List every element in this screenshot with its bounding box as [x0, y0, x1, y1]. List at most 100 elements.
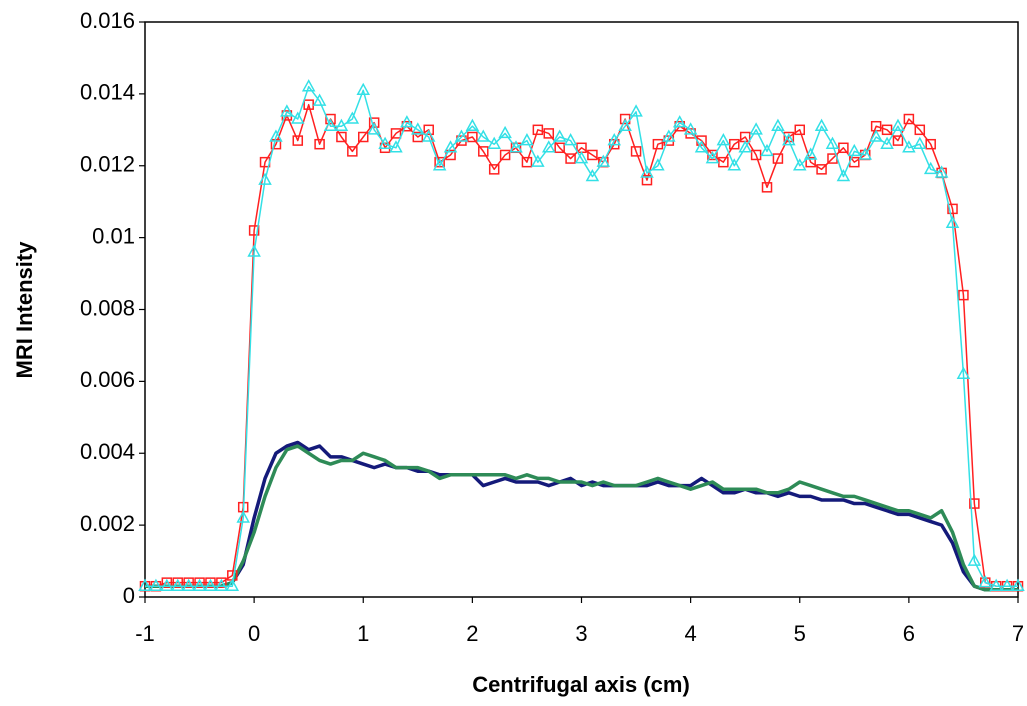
square-marker: [183, 577, 194, 588]
triangle-marker: [247, 244, 261, 257]
triangle-marker: [160, 578, 174, 591]
triangle-marker: [662, 129, 676, 142]
triangle-marker: [694, 140, 709, 153]
triangle-marker: [214, 578, 229, 591]
triangle-marker: [672, 115, 687, 128]
square-marker: [412, 131, 424, 143]
square-marker: [838, 142, 849, 154]
square-marker: [194, 577, 205, 588]
y-tick-label: 0.008: [80, 295, 135, 320]
square-marker: [969, 498, 980, 509]
triangle-marker: [749, 122, 763, 135]
triangle-marker: [356, 82, 371, 96]
series-line: [145, 85, 1018, 587]
square-marker: [903, 113, 915, 125]
square-marker: [161, 577, 173, 588]
square-marker: [652, 138, 664, 150]
series-line: [145, 103, 1018, 587]
series-line: [145, 440, 1018, 592]
triangle-marker: [345, 111, 360, 124]
square-marker: [314, 138, 325, 150]
triangle-marker: [771, 118, 785, 131]
y-tick-label: 0.002: [80, 511, 135, 536]
square-marker: [881, 124, 893, 136]
x-tick-label: 7: [1012, 621, 1024, 646]
square-marker: [947, 203, 958, 215]
triangle-marker: [520, 133, 534, 146]
triangle-marker: [181, 578, 196, 591]
x-tick-label: 4: [685, 621, 697, 646]
triangle-marker: [738, 140, 752, 153]
square-marker: [925, 138, 936, 150]
square-marker: [718, 156, 729, 168]
square-marker: [467, 131, 478, 143]
square-marker: [423, 124, 434, 136]
square-marker: [565, 153, 576, 164]
triangle-marker: [531, 154, 545, 167]
triangle-marker: [836, 168, 851, 182]
y-tick-label: 0: [123, 583, 135, 608]
triangle-marker: [803, 147, 818, 160]
y-tick-label: 0.016: [80, 8, 135, 33]
triangle-marker: [541, 140, 556, 153]
series-line: [145, 444, 1018, 592]
square-marker: [390, 128, 402, 139]
triangle-marker: [989, 578, 1003, 591]
square-marker: [892, 135, 904, 146]
y-tick-label: 0.006: [80, 367, 135, 392]
x-tick-label: 3: [575, 621, 587, 646]
triangle-marker: [509, 140, 523, 153]
y-tick-label: 0.01: [92, 223, 135, 248]
square-marker: [347, 146, 358, 157]
square-marker: [336, 131, 347, 143]
square-marker: [205, 577, 216, 588]
triangle-marker: [574, 151, 589, 164]
x-tick-label: 1: [357, 621, 369, 646]
triangle-marker: [432, 158, 447, 171]
x-tick-label: 5: [794, 621, 806, 646]
triangle-marker: [891, 118, 905, 131]
triangle-marker: [334, 118, 349, 131]
square-marker: [521, 156, 533, 168]
triangle-marker: [269, 129, 283, 142]
y-tick-label: 0.014: [80, 80, 135, 105]
triangle-marker: [563, 133, 578, 146]
square-marker: [772, 153, 784, 164]
square-marker: [750, 149, 762, 161]
triangle-marker: [585, 168, 600, 182]
square-marker: [805, 156, 816, 168]
triangle-marker: [651, 158, 665, 171]
triangle-marker: [858, 147, 872, 160]
square-marker: [543, 128, 555, 139]
triangle-marker: [465, 118, 480, 131]
x-tick-label: 0: [248, 621, 260, 646]
triangle-marker: [913, 136, 927, 149]
triangle-marker: [389, 140, 403, 153]
triangle-marker: [880, 136, 894, 149]
square-marker: [619, 113, 631, 125]
triangle-marker: [149, 578, 163, 591]
square-marker: [216, 577, 227, 588]
y-tick-label: 0.012: [80, 152, 135, 177]
triangle-marker: [640, 165, 654, 178]
square-marker: [794, 124, 805, 136]
triangle-marker: [411, 122, 425, 135]
square-marker: [499, 149, 511, 161]
triangle-marker: [552, 129, 567, 142]
square-marker: [478, 146, 489, 157]
triangle-marker: [825, 136, 840, 149]
triangle-marker: [923, 161, 938, 175]
triangle-marker: [782, 133, 796, 146]
square-marker: [172, 577, 183, 588]
triangle-marker: [170, 578, 185, 591]
triangle-marker: [498, 125, 512, 139]
square-marker: [641, 174, 653, 186]
x-axis-label: Centrifugal axis (cm): [472, 672, 690, 697]
triangle-marker: [476, 129, 491, 142]
triangle-marker: [400, 115, 414, 128]
square-marker: [303, 99, 314, 110]
square-marker: [248, 225, 260, 236]
square-marker: [434, 156, 445, 168]
triangle-marker: [236, 510, 250, 523]
